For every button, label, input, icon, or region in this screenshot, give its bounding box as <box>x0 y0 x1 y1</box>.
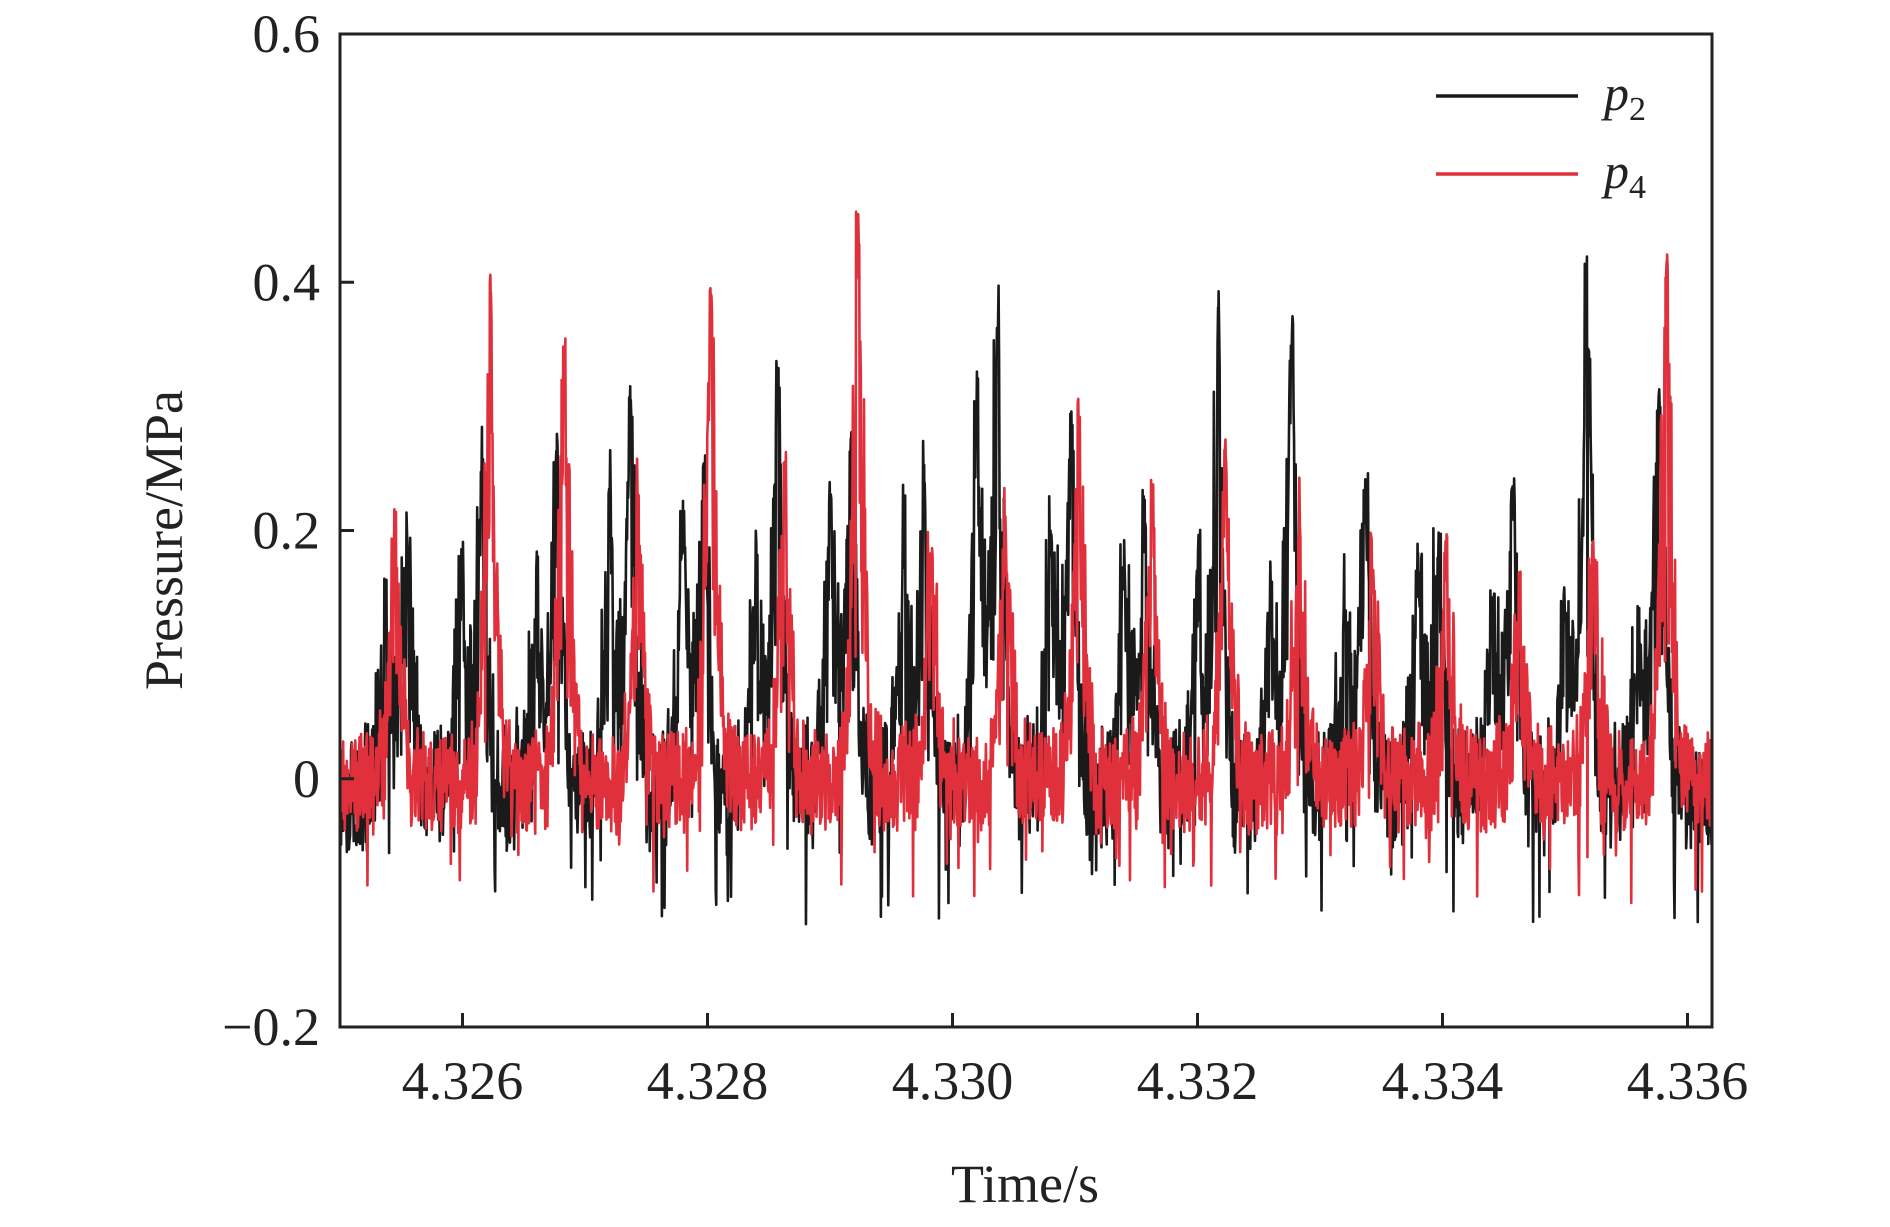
legend-label-p2: p2 <box>1601 65 1646 128</box>
y-tick-label: 0.6 <box>253 4 321 64</box>
series-line-p4 <box>340 210 1712 905</box>
y-axis-label: Pressure/MPa <box>134 390 194 690</box>
x-tick-label: 4.328 <box>647 1051 769 1111</box>
legend-subscript: 4 <box>1629 169 1646 206</box>
x-tick-label: 4.334 <box>1382 1051 1504 1111</box>
y-tick-label: 0 <box>293 749 320 809</box>
legend-label-p4: p4 <box>1601 143 1646 206</box>
plot-frame <box>338 32 1714 1029</box>
legend-subscript: 2 <box>1629 91 1646 128</box>
axes: 4.326 4.328 4.330 4.332 4.334 4.336 −0.2 0 0.2 0.… <box>222 4 1748 1111</box>
x-tick-label: 4.326 <box>402 1051 524 1111</box>
legend: p2 p4 <box>1436 65 1646 206</box>
x-tick-label: 4.336 <box>1627 1051 1749 1111</box>
y-tick-label: 0.2 <box>253 501 321 561</box>
x-tick-label: 4.330 <box>892 1051 1014 1111</box>
y-tick-label: −0.2 <box>222 997 320 1057</box>
x-tick-label: 4.332 <box>1137 1051 1259 1111</box>
x-axis-label: Time/s <box>951 1154 1099 1214</box>
y-tick-label: 0.4 <box>253 252 321 312</box>
plot-area <box>340 210 1712 926</box>
